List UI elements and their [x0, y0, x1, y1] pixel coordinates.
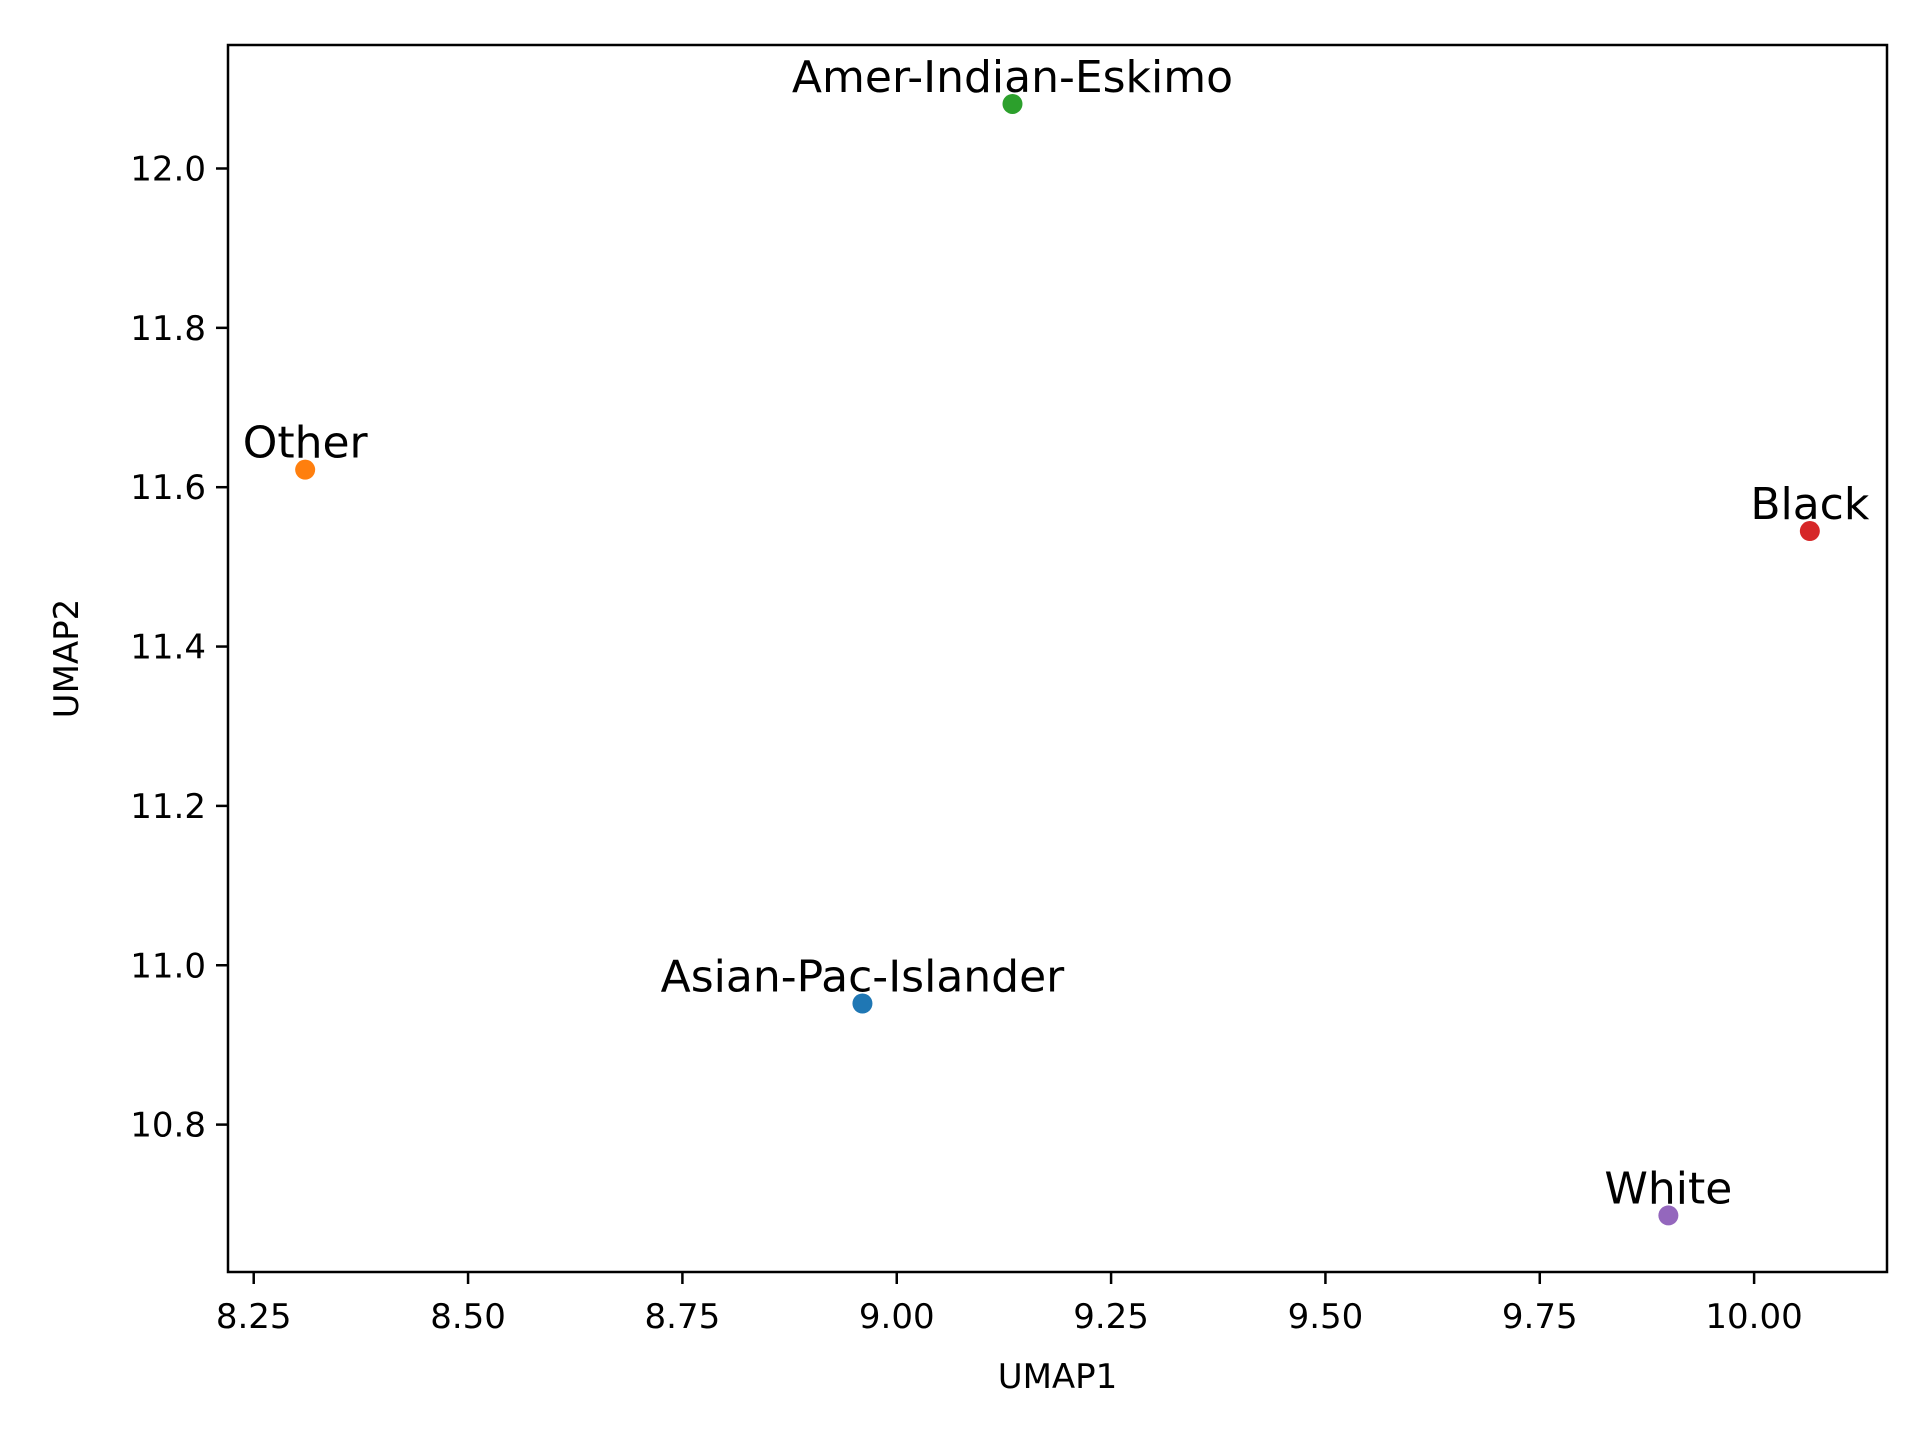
x-tick-label: 9.25 [1073, 1297, 1149, 1337]
point-label: Other [243, 418, 369, 469]
y-tick-label: 11.8 [130, 309, 206, 349]
y-tick-label: 12.0 [130, 149, 206, 189]
data-point [295, 459, 316, 480]
data-point [1002, 93, 1023, 114]
y-tick-label: 11.0 [130, 946, 206, 986]
x-axis-label: UMAP1 [998, 1357, 1118, 1397]
point-label: Amer-Indian-Eskimo [792, 52, 1233, 103]
data-points: Asian-Pac-Islander Other Amer-Indian-Eskim… [243, 52, 1870, 1226]
y-tick-label: 10.8 [130, 1106, 206, 1146]
x-tick-label: 8.50 [430, 1297, 506, 1337]
x-tick-label: 9.75 [1502, 1297, 1578, 1337]
y-tick-label: 11.4 [130, 628, 206, 668]
point-label: Black [1750, 479, 1870, 530]
y-axis-label: UMAP2 [47, 599, 87, 719]
point-label: Asian-Pac-Islander [661, 951, 1066, 1002]
data-point [1658, 1205, 1679, 1226]
data-point [1799, 521, 1820, 542]
x-axis-ticks: 8.25 8.50 8.75 9.00 9.25 9.50 9.75 10.00 [216, 1272, 1803, 1337]
x-tick-label: 9.00 [859, 1297, 935, 1337]
point-label: White [1604, 1163, 1732, 1214]
y-tick-label: 11.2 [130, 787, 206, 827]
data-point [852, 993, 873, 1014]
x-tick-label: 9.50 [1288, 1297, 1364, 1337]
x-tick-label: 8.75 [645, 1297, 721, 1337]
plot-frame [226, 43, 1889, 1274]
x-tick-label: 8.25 [216, 1297, 292, 1337]
y-tick-label: 11.6 [130, 468, 206, 508]
x-tick-label: 10.00 [1705, 1297, 1802, 1337]
y-axis-ticks: 10.8 11.0 11.2 11.4 11.6 11.8 12.0 [130, 149, 228, 1146]
